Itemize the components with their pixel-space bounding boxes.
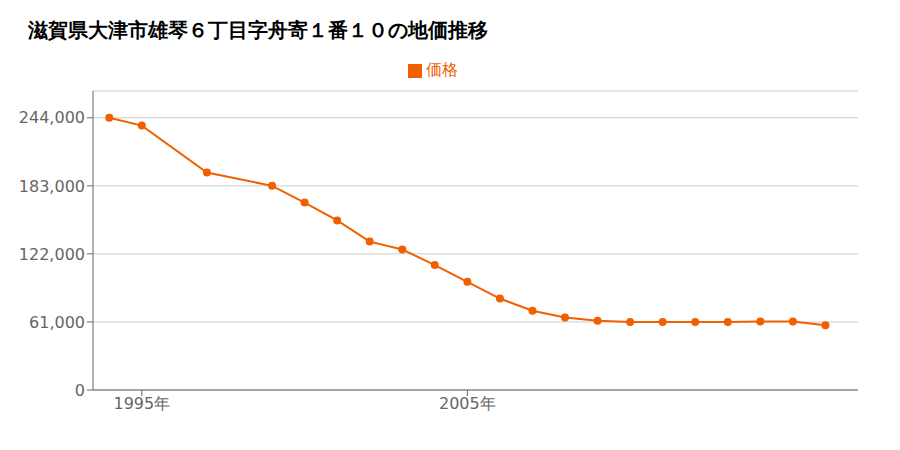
svg-text:244,000: 244,000 xyxy=(19,108,85,127)
html-text:価格: 価格 xyxy=(426,60,458,79)
svg-text:183,000: 183,000 xyxy=(19,177,85,196)
svg-text:0: 0 xyxy=(75,381,85,400)
svg-text:61,000: 61,000 xyxy=(29,313,85,332)
svg-text:2005年: 2005年 xyxy=(439,394,496,413)
svg-text:1995年: 1995年 xyxy=(113,394,170,413)
html-text:滋賀県大津市雄琴６丁目字舟寄１番１０の地価推移: 滋賀県大津市雄琴６丁目字舟寄１番１０の地価推移 xyxy=(28,18,488,42)
svg-text:122,000: 122,000 xyxy=(19,245,85,264)
